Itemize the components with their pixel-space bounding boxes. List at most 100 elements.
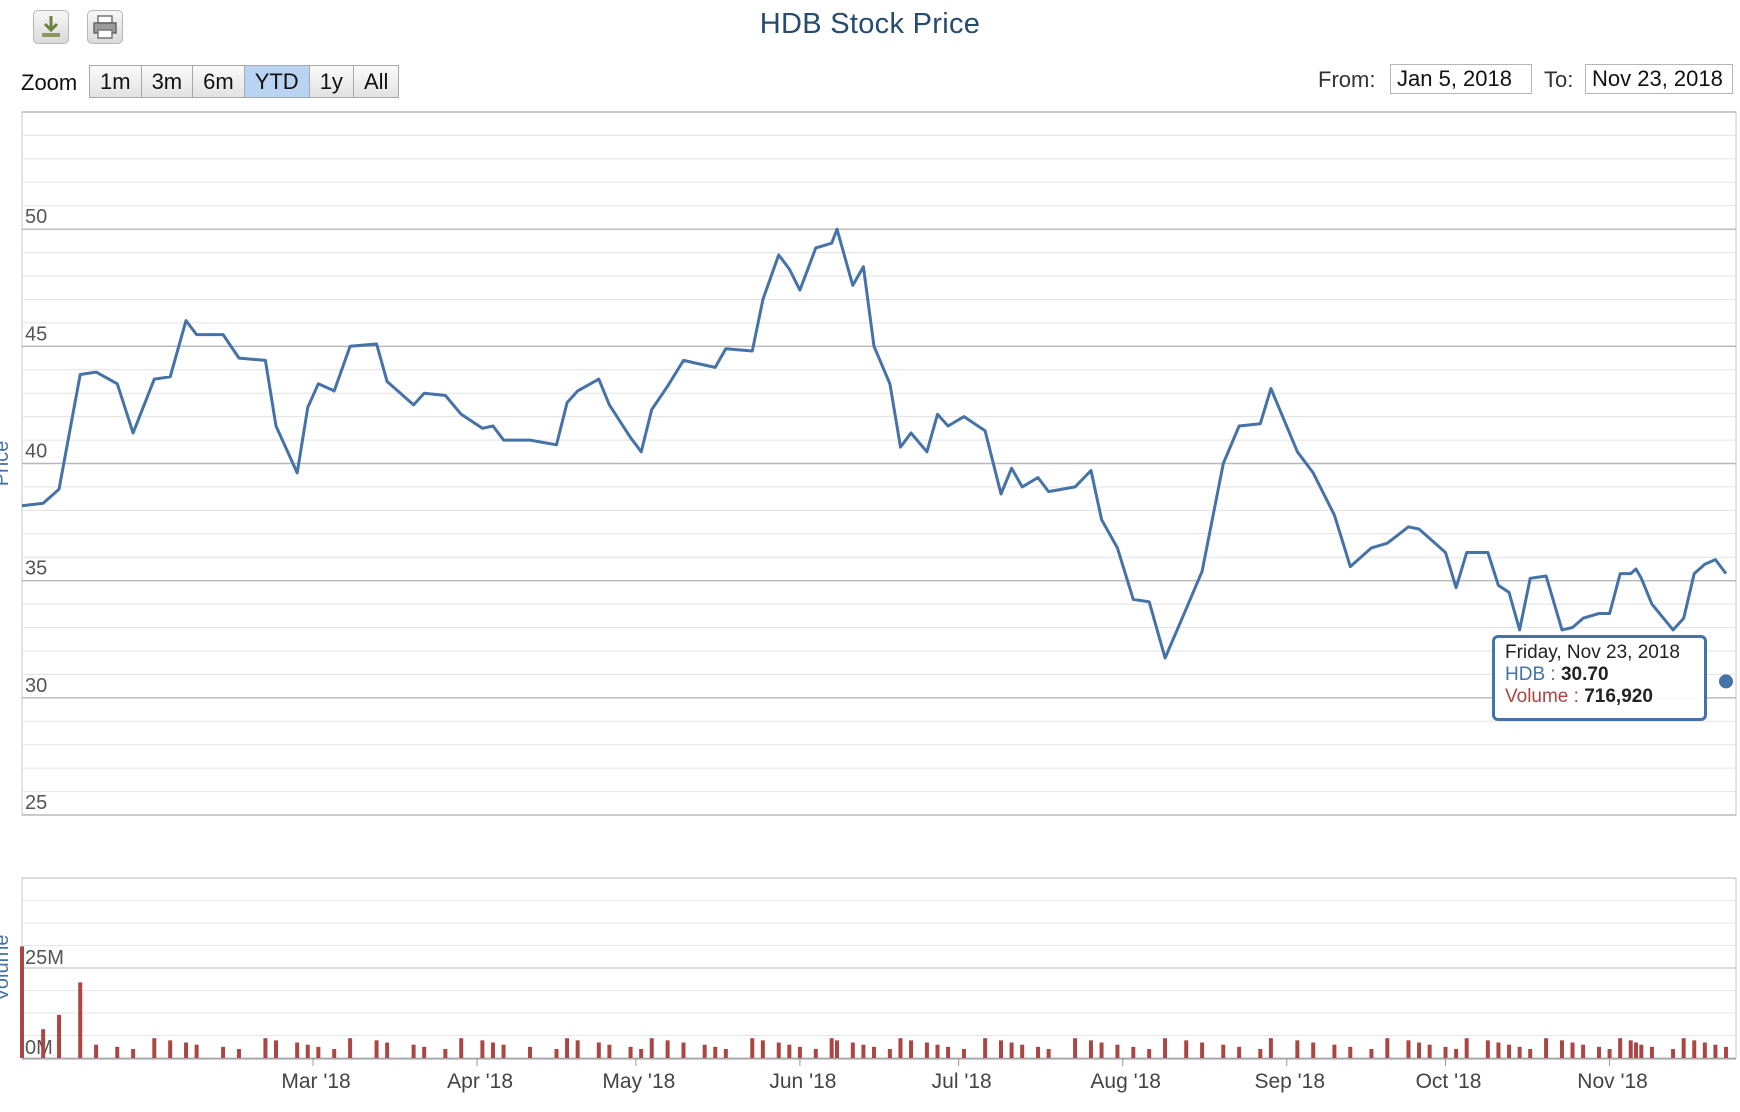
volume-bar <box>274 1040 279 1058</box>
volume-bar <box>263 1038 268 1058</box>
volume-bar <box>194 1044 199 1058</box>
volume-bar <box>1607 1049 1612 1058</box>
volume-bar <box>813 1049 818 1058</box>
volume-bar <box>797 1046 802 1058</box>
volume-tick-label: 25M <box>25 947 64 969</box>
volume-bar <box>1099 1042 1104 1058</box>
volume-bar <box>665 1040 670 1058</box>
volume-bar <box>1427 1044 1432 1058</box>
volume-bar <box>1671 1049 1676 1058</box>
volume-bar <box>961 1049 966 1058</box>
print-button[interactable] <box>87 10 123 44</box>
volume-bar <box>1528 1049 1533 1058</box>
price-tick-label: 25 <box>25 792 47 814</box>
volume-bar <box>946 1046 951 1058</box>
volume-bar <box>501 1044 506 1058</box>
zoom-ytd-button[interactable]: YTD <box>243 65 310 98</box>
volume-bar <box>1131 1046 1136 1058</box>
volume-bar <box>1237 1046 1242 1058</box>
volume-bar <box>1517 1046 1522 1058</box>
volume-bar <box>1020 1044 1025 1058</box>
volume-bar <box>221 1046 226 1058</box>
zoom-6m-button[interactable]: 6m <box>192 65 245 98</box>
volume-bar <box>575 1040 580 1058</box>
price-tick-label: 40 <box>25 441 47 463</box>
volume-bar <box>1147 1049 1152 1058</box>
volume-bar <box>1581 1044 1586 1058</box>
download-icon <box>42 16 60 37</box>
x-tick-label: Mar '18 <box>281 1070 350 1093</box>
volume-bar <box>78 982 83 1058</box>
volume-bar <box>480 1040 485 1058</box>
volume-bar <box>1649 1046 1654 1058</box>
volume-bar <box>887 1049 892 1058</box>
volume-bar <box>236 1049 241 1058</box>
price-tick-label: 30 <box>25 675 47 697</box>
from-date-input[interactable]: Jan 5, 2018 <box>1390 64 1532 94</box>
volume-bar <box>1634 1042 1639 1058</box>
volume-bar <box>1332 1044 1337 1058</box>
volume-bar <box>1713 1044 1718 1058</box>
zoom-1y-button[interactable]: 1y <box>308 65 354 98</box>
volume-bar <box>1369 1049 1374 1058</box>
volume-bar <box>168 1040 173 1058</box>
volume-bar <box>909 1040 914 1058</box>
volume-bar <box>596 1042 601 1058</box>
volume-bar <box>528 1046 533 1058</box>
x-tick-label: Jul '18 <box>932 1070 992 1093</box>
volume-tick-label: 0M <box>25 1037 53 1059</box>
price-tick-label: 35 <box>25 558 47 580</box>
volume-bar <box>1036 1046 1041 1058</box>
price-tick-label: 45 <box>25 323 47 345</box>
volume-bar <box>639 1049 644 1058</box>
from-label: From: <box>1318 67 1376 92</box>
to-label: To: <box>1544 67 1574 92</box>
volume-bar <box>1200 1042 1205 1058</box>
volume-bar <box>1496 1042 1501 1058</box>
volume-bar <box>1417 1042 1422 1058</box>
zoom-all-button[interactable]: All <box>352 65 400 98</box>
volume-bar <box>1406 1040 1411 1058</box>
x-tick-label: Nov '18 <box>1577 1070 1648 1093</box>
x-tick-label: Oct '18 <box>1416 1070 1482 1093</box>
volume-bar <box>1163 1038 1168 1058</box>
zoom-3m-button[interactable]: 3m <box>140 65 194 98</box>
hover-marker <box>1719 674 1733 689</box>
volume-bar <box>1385 1038 1390 1058</box>
tooltip-series-value: 30.70 <box>1560 664 1609 685</box>
volume-bar <box>1115 1044 1120 1058</box>
volume-bar <box>332 1049 337 1058</box>
x-tick-label: Sep '18 <box>1254 1070 1325 1093</box>
price-tick-label: 50 <box>25 206 47 228</box>
volume-bar <box>348 1038 353 1058</box>
volume-bar <box>750 1038 755 1058</box>
volume-bar <box>776 1042 781 1058</box>
volume-bar <box>1268 1038 1273 1058</box>
volume-bar <box>1639 1044 1644 1058</box>
volume-bar <box>1184 1040 1189 1058</box>
volume-bar <box>1681 1038 1686 1058</box>
volume-bar <box>1295 1040 1300 1058</box>
to-date-input[interactable]: Nov 23, 2018 <box>1585 64 1733 94</box>
volume-bar <box>94 1044 99 1058</box>
volume-bar <box>490 1042 495 1058</box>
tooltip-volume-label: Volume <box>1505 686 1569 707</box>
volume-bar <box>316 1046 321 1058</box>
volume-bar <box>385 1042 390 1058</box>
volume-bar <box>1221 1044 1226 1058</box>
tooltip-date: Friday, Nov 23, 2018 <box>1505 642 1680 663</box>
volume-bar <box>898 1038 903 1058</box>
volume-bar <box>1009 1042 1014 1058</box>
volume-bar <box>787 1044 792 1058</box>
x-tick-label: Apr '18 <box>447 1070 513 1093</box>
volume-bar <box>861 1044 866 1058</box>
zoom-1m-button[interactable]: 1m <box>89 65 142 98</box>
volume-bar <box>295 1042 300 1058</box>
volume-bar <box>1046 1049 1051 1058</box>
volume-bar <box>829 1038 834 1058</box>
volume-bar <box>1544 1038 1549 1058</box>
volume-bar <box>1596 1046 1601 1058</box>
volume-bar <box>1464 1038 1469 1058</box>
export-menu-button[interactable] <box>33 10 69 44</box>
